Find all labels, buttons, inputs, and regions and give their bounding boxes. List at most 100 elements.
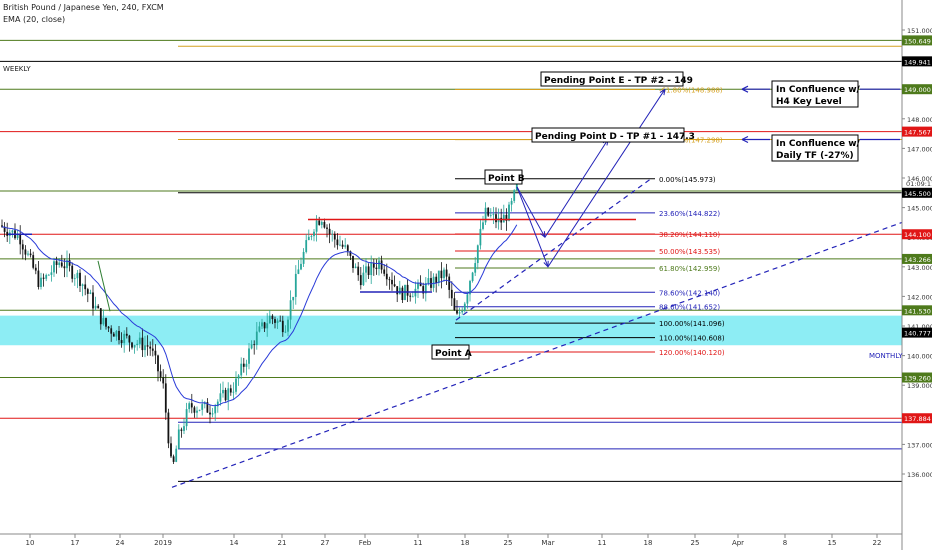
candle-body — [102, 318, 105, 325]
pending-e-annotation[interactable]: Pending Point E - TP #2 - 149 — [540, 71, 693, 87]
candle-body — [279, 320, 282, 322]
y-tick-label: 137.000 — [907, 441, 932, 449]
candle-body — [437, 270, 440, 283]
candle-body — [177, 429, 180, 449]
pending-d-annotation[interactable]: Pending Point D - TP #1 - 147.3 — [531, 127, 695, 143]
monthly-label: MONTHLY — [869, 352, 903, 360]
candle-body — [281, 320, 284, 333]
candle-body — [391, 279, 393, 285]
candle-body — [172, 456, 175, 462]
candle-body — [333, 233, 336, 240]
candle-body — [3, 226, 6, 232]
candle-body — [180, 429, 183, 431]
candle-body — [352, 255, 354, 269]
candle-body — [432, 276, 435, 288]
candle-body — [396, 286, 399, 295]
price-label-box — [902, 413, 932, 424]
candle-body — [97, 305, 100, 309]
candle-body — [138, 337, 141, 344]
point-b-annotation[interactable]: Point B — [484, 169, 525, 185]
candle-body — [419, 282, 422, 287]
candle-body — [300, 263, 302, 270]
x-tick-label: 25 — [691, 539, 700, 547]
candle-body — [242, 363, 245, 367]
candle-body — [362, 272, 365, 286]
x-tick-label: 14 — [230, 539, 239, 547]
candle-body — [383, 269, 386, 274]
x-tick-label: 18 — [644, 539, 653, 547]
candle-body — [219, 393, 222, 402]
candle-body — [422, 286, 425, 294]
candle-body — [508, 204, 510, 221]
candle-body — [336, 239, 339, 246]
candle-body — [34, 267, 37, 271]
candle-body — [401, 287, 404, 301]
candle-body — [466, 294, 469, 304]
candle-body — [365, 266, 367, 273]
candle-body — [209, 412, 211, 415]
y-tick-label: 147.000 — [907, 145, 932, 153]
x-tick-label: Feb — [359, 539, 372, 547]
y-tick-label: 140.000 — [907, 353, 932, 361]
candle-body — [45, 274, 48, 279]
candle-body — [328, 228, 331, 234]
candle-body — [378, 260, 380, 269]
price-label-text: 143.266 — [904, 256, 931, 264]
fib-label: 23.60%(144.822) — [659, 210, 720, 218]
candle-body — [188, 403, 191, 410]
candle-body — [175, 448, 178, 462]
candle-body — [310, 236, 313, 237]
price-label-box — [902, 372, 932, 383]
confluence-h4-annotation[interactable]: In Confluence w/ H4 Key Level — [771, 80, 861, 108]
candle-body — [430, 278, 432, 288]
arrow-head — [539, 231, 546, 238]
price-label-text: 145.500 — [904, 190, 931, 198]
candle-body — [476, 245, 479, 264]
candle-body — [502, 214, 505, 223]
y-tick-label: 146.000 — [907, 175, 932, 183]
candle-body — [380, 260, 383, 270]
point-a-annotation[interactable]: Point A — [431, 344, 472, 360]
symbol-title: British Pound / Japanese Yen, 240, FXCM — [3, 3, 164, 12]
monthly-zone — [0, 315, 902, 346]
candle-body — [245, 363, 248, 367]
candle-body — [266, 323, 269, 329]
candle-body — [206, 402, 209, 413]
candle-body — [37, 270, 40, 287]
candle-body — [258, 326, 261, 332]
fib-label: 78.60%(142.140) — [659, 289, 720, 297]
candle-body — [89, 292, 92, 294]
price-label-box — [902, 187, 932, 198]
candle-body — [409, 295, 412, 297]
candle-body — [250, 344, 253, 349]
candle-body — [53, 261, 55, 273]
price-label-box — [902, 84, 932, 95]
candle-body — [118, 330, 120, 341]
candle-body — [125, 333, 128, 336]
candle-body — [81, 284, 84, 286]
candle-body — [68, 260, 71, 266]
fib-label: 100.00%(141.096) — [659, 320, 725, 328]
countdown-label: 01:09:11 — [906, 180, 932, 188]
candle-body — [190, 403, 193, 408]
candle-body — [227, 388, 230, 401]
arrow-head — [543, 260, 549, 268]
candle-body — [32, 255, 35, 268]
candle-body — [294, 273, 297, 297]
candle-body — [146, 345, 149, 347]
candle-body — [112, 333, 115, 337]
candle-body — [123, 333, 126, 344]
confluence-daily-line2: Daily TF (-27%) — [776, 151, 854, 161]
price-label-text: 149.000 — [904, 86, 931, 94]
fib-label: 88.60%(141.652) — [659, 304, 720, 312]
price-label-box — [902, 253, 932, 264]
arrow-head — [659, 88, 666, 96]
confluence-daily-annotation[interactable]: In Confluence w/ Daily TF (-27%) — [771, 134, 861, 162]
candle-body — [63, 266, 66, 269]
confluence-daily-line1: In Confluence w/ — [776, 139, 861, 149]
candle-body — [11, 230, 14, 233]
candle-body — [237, 375, 240, 379]
candle-body — [469, 281, 471, 295]
